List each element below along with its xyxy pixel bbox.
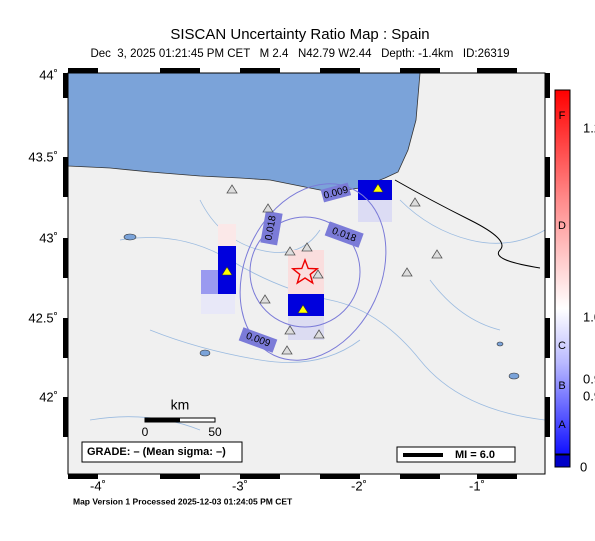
footer: Map Version 1 Processed 2025-12-03 01:24…	[73, 496, 293, 506]
grid-cells	[201, 180, 392, 340]
colorbar-value: 0.9	[583, 388, 595, 403]
lon-tick: -1˚	[469, 478, 485, 493]
lat-tick: 43˚	[39, 230, 58, 245]
colorbar-value: 1.2	[583, 120, 595, 135]
grade-label: A	[558, 419, 566, 431]
colorbar-value: 0	[580, 459, 587, 474]
grade-box	[81, 441, 243, 463]
stations	[226, 184, 443, 355]
lakes	[123, 233, 520, 380]
sea	[68, 73, 421, 193]
lat-tick: 43.5˚	[28, 149, 58, 164]
grade-label: C	[558, 340, 566, 352]
title: SISCAN Uncertainty Ratio Map : Spain	[170, 26, 429, 43]
subtitle: Dec 3, 2025 01:21:45 PM CET M 2.4 N42.79…	[90, 48, 509, 60]
contours	[239, 183, 387, 361]
lat-tick: 42.5˚	[28, 310, 58, 325]
contour-label: 0.018	[264, 214, 279, 241]
epicenter	[290, 258, 320, 285]
lon-tick: -3˚	[232, 478, 248, 493]
colorbar-value: 0.9	[583, 371, 595, 386]
scale-end: 50	[208, 425, 222, 439]
lat-tick: 44˚	[39, 67, 58, 82]
scale-start: 0	[142, 425, 149, 439]
lon-tick: -2˚	[351, 478, 367, 493]
lon-tick: -4˚	[90, 478, 106, 493]
mi-box	[396, 446, 516, 463]
lat-tick: 42˚	[39, 389, 58, 404]
scale-unit: km	[171, 397, 190, 413]
mi: MI = 6.0	[455, 449, 495, 461]
grade-label: F	[559, 110, 566, 122]
grade: GRADE: – (Mean sigma: –)	[87, 446, 226, 458]
colorbar-value: 1.0	[583, 309, 595, 324]
colorbar: F D C B A 1.2 1.0 0.9 0.9 0	[554, 89, 595, 474]
grade-label: D	[558, 220, 566, 232]
active-stations	[221, 183, 384, 314]
contour-labels: 0.018 0.018 0.009 0.009	[238, 182, 364, 353]
frame-ticks	[63, 68, 550, 479]
border	[394, 179, 541, 269]
map-area: 0.018 0.018 0.009 0.009 km 0 50 GRADE: –…	[68, 73, 545, 474]
grade-label: B	[558, 380, 565, 392]
